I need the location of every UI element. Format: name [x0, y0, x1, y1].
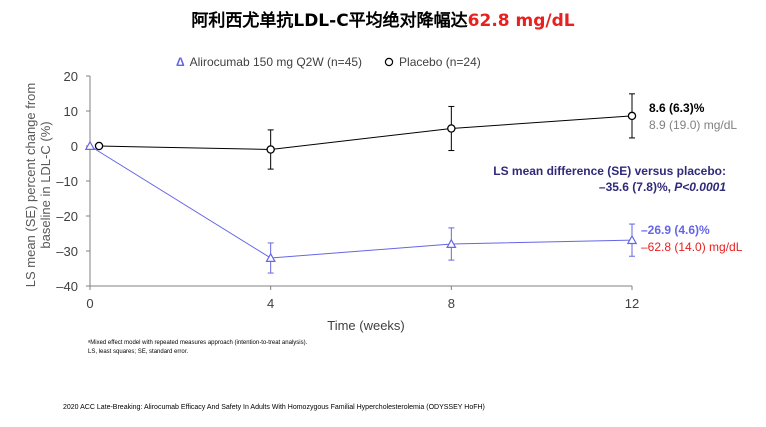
- triangle-marker-icon: Δ: [176, 55, 185, 69]
- y-tick-label: –30: [56, 244, 78, 259]
- data-point-placebo: [94, 141, 104, 151]
- annotation-placebo-pct: 8.6 (6.3)%: [649, 101, 705, 115]
- x-tick-label: 8: [448, 296, 455, 311]
- diff-p-text: P<0.0001: [674, 180, 726, 194]
- legend-item-alirocumab: Δ Alirocumab 150 mg Q2W (n=45): [176, 55, 362, 69]
- footnote-line2: LS, least squares; SE, standard error.: [88, 349, 189, 355]
- y-tick-label: 10: [64, 104, 78, 119]
- footnote-line1: ᵃMixed effect model with repeated measur…: [88, 340, 308, 346]
- title-highlight-text: 62.8 mg/dL: [467, 11, 575, 31]
- data-point-placebo: [627, 111, 637, 121]
- x-tick-label: 0: [86, 296, 93, 311]
- diff-value-text: –35.6 (7.8)%,: [599, 180, 674, 194]
- y-tick-label: –20: [56, 209, 78, 224]
- annotation-alirocumab-pct: –26.9 (4.6)%: [641, 223, 710, 237]
- chart-marks: [84, 93, 638, 274]
- data-point-alirocumab: [265, 252, 276, 262]
- legend-item-placebo: Placebo (n=24): [384, 55, 481, 69]
- series-line-alirocumab: [89, 145, 633, 259]
- y-axis-label-line1: LS mean (SE) percent change from: [23, 83, 38, 288]
- y-tick-label: –10: [56, 174, 78, 189]
- x-tick-label: 12: [625, 296, 639, 311]
- annotation-diff-title: LS mean difference (SE) versus placebo:: [493, 164, 726, 178]
- chart-legend: Δ Alirocumab 150 mg Q2W (n=45) Placebo (…: [176, 55, 481, 69]
- legend-label-placebo: Placebo (n=24): [399, 55, 481, 69]
- data-point-placebo: [447, 124, 456, 133]
- data-point-placebo: [266, 145, 275, 154]
- source-citation: 2020 ACC Late-Breaking: Alirocumab Effic…: [63, 404, 485, 411]
- y-axis-label-line2: baseline in LDL-C (%): [38, 121, 53, 248]
- chart-axes: 20 10 0 –10 –20 –30 –40 0 4 8 12: [56, 69, 639, 311]
- x-axis-label: Time (weeks): [327, 318, 405, 333]
- title-main-text: 阿利西尤单抗LDL-C平均绝对降幅达: [191, 11, 468, 31]
- data-point-alirocumab: [84, 140, 96, 150]
- series-line-placebo: [99, 115, 633, 151]
- y-tick-label: 0: [71, 139, 78, 154]
- y-tick-label: –40: [56, 279, 78, 294]
- data-point-alirocumab: [446, 238, 457, 248]
- annotation-placebo-mg: 8.9 (19.0) mg/dL: [649, 118, 737, 132]
- x-tick-label: 4: [267, 296, 274, 311]
- circle-marker-icon: [384, 57, 394, 67]
- legend-label-alirocumab: Alirocumab 150 mg Q2W (n=45): [189, 55, 363, 69]
- annotation-alirocumab-mg: –62.8 (14.0) mg/dL: [641, 240, 743, 254]
- data-point-alirocumab: [626, 234, 638, 245]
- y-tick-label: 20: [64, 69, 78, 84]
- annotation-diff-value: –35.6 (7.8)%, P<0.0001: [599, 180, 726, 194]
- slide-title: 阿利西尤单抗LDL-C平均绝对降幅达62.8 mg/dL: [0, 6, 766, 31]
